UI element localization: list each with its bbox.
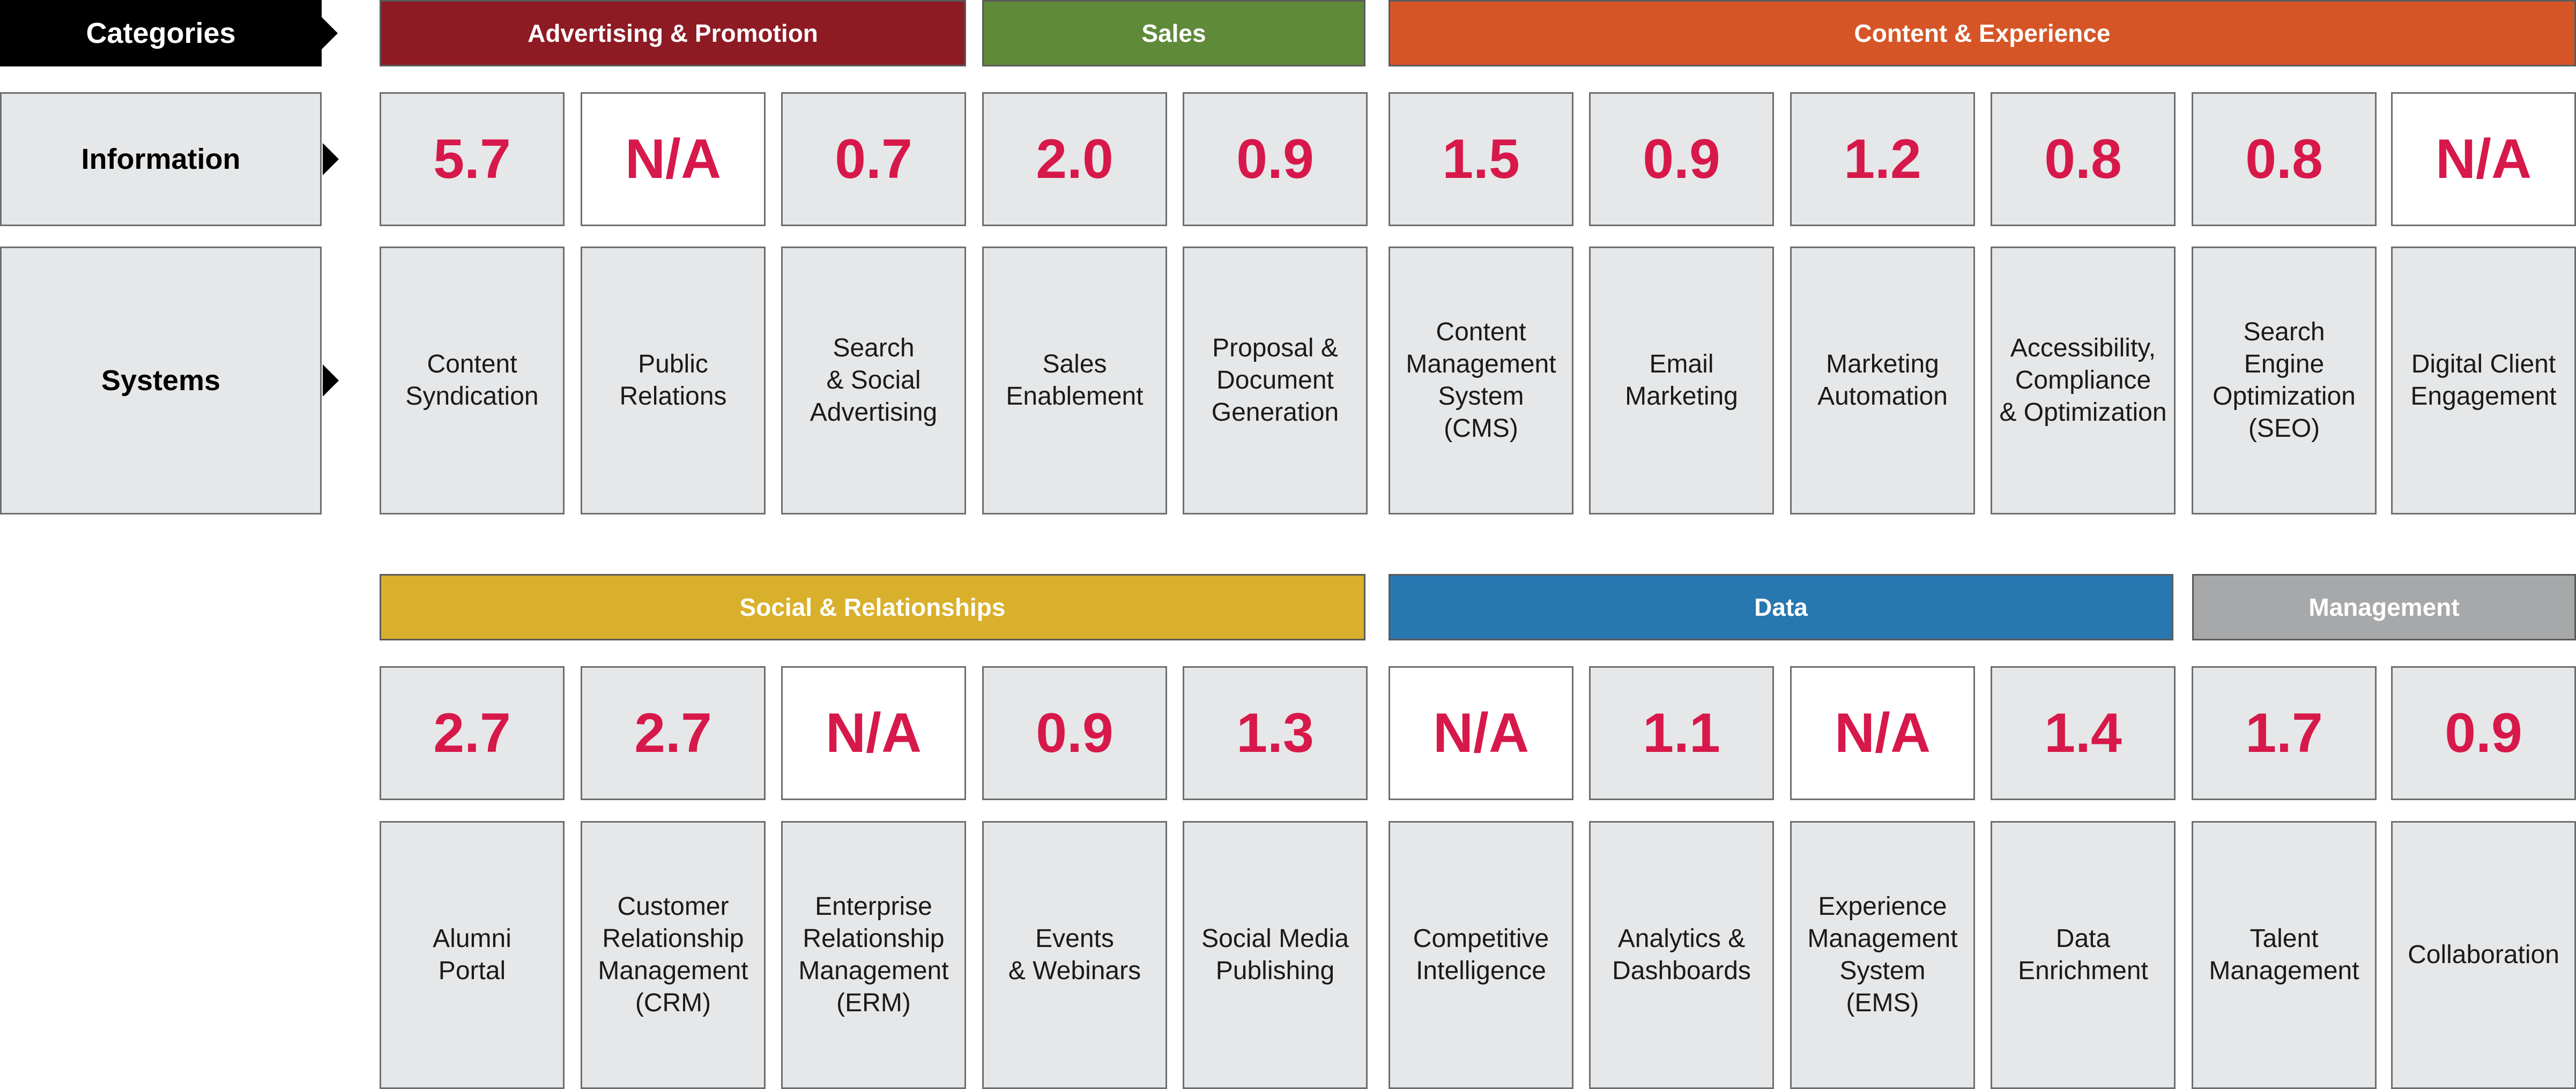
value-box: 0.7 <box>781 92 966 226</box>
system-box: Events & Webinars <box>982 821 1167 1089</box>
category-social-relationships: Social & Relationships <box>380 574 1365 640</box>
value-box: 5.7 <box>380 92 565 226</box>
system-box: Alumni Portal <box>380 821 565 1089</box>
value-box: 0.9 <box>1183 92 1368 226</box>
system-box: Digital Client Engagement <box>2391 247 2576 514</box>
category-sales: Sales <box>982 0 1365 66</box>
information-row-label: Information <box>0 92 322 226</box>
system-box: Search Engine Optimization (SEO) <box>2192 247 2377 514</box>
system-box: Collaboration <box>2391 821 2576 1089</box>
category-management: Management <box>2192 574 2576 640</box>
category-data: Data <box>1389 574 2173 640</box>
categories-arrow-icon <box>322 17 338 49</box>
value-box: 1.3 <box>1183 666 1368 800</box>
system-box: Accessibility, Compliance & Optimization <box>1991 247 2176 514</box>
systems-arrow-icon <box>323 364 339 397</box>
system-box: Content Syndication <box>380 247 565 514</box>
value-box: 1.1 <box>1589 666 1774 800</box>
system-box: Email Marketing <box>1589 247 1774 514</box>
value-box: N/A <box>581 92 766 226</box>
value-box: 2.7 <box>380 666 565 800</box>
value-box: 1.4 <box>1991 666 2176 800</box>
information-arrow-icon <box>323 143 339 175</box>
system-box: Public Relations <box>581 247 766 514</box>
value-box: N/A <box>1389 666 1573 800</box>
value-box: 0.9 <box>1589 92 1774 226</box>
category-content-experience: Content & Experience <box>1389 0 2576 66</box>
value-box: 1.7 <box>2192 666 2377 800</box>
value-box: 0.8 <box>2192 92 2377 226</box>
system-box: Experience Management System (EMS) <box>1790 821 1975 1089</box>
system-box: Customer Relationship Management (CRM) <box>581 821 766 1089</box>
system-box: Marketing Automation <box>1790 247 1975 514</box>
systems-row-label: Systems <box>0 247 322 514</box>
system-box: Data Enrichment <box>1991 821 2176 1089</box>
value-box: 0.9 <box>2391 666 2576 800</box>
system-box: Analytics & Dashboards <box>1589 821 1774 1089</box>
value-box: N/A <box>781 666 966 800</box>
system-box: Proposal & Document Generation <box>1183 247 1368 514</box>
system-box: Search & Social Advertising <box>781 247 966 514</box>
system-box: Content Management System (CMS) <box>1389 247 1573 514</box>
value-box: 0.8 <box>1991 92 2176 226</box>
value-box: 2.7 <box>581 666 766 800</box>
system-box: Talent Management <box>2192 821 2377 1089</box>
system-box: Social Media Publishing <box>1183 821 1368 1089</box>
system-box: Sales Enablement <box>982 247 1167 514</box>
value-box: 1.5 <box>1389 92 1573 226</box>
value-box: N/A <box>2391 92 2576 226</box>
category-advertising-promotion: Advertising & Promotion <box>380 0 966 66</box>
system-box: Enterprise Relationship Management (ERM) <box>781 821 966 1089</box>
categories-row-label: Categories <box>0 0 322 66</box>
system-box: Competitive Intelligence <box>1389 821 1573 1089</box>
value-box: 1.2 <box>1790 92 1975 226</box>
value-box: N/A <box>1790 666 1975 800</box>
value-box: 2.0 <box>982 92 1167 226</box>
value-box: 0.9 <box>982 666 1167 800</box>
